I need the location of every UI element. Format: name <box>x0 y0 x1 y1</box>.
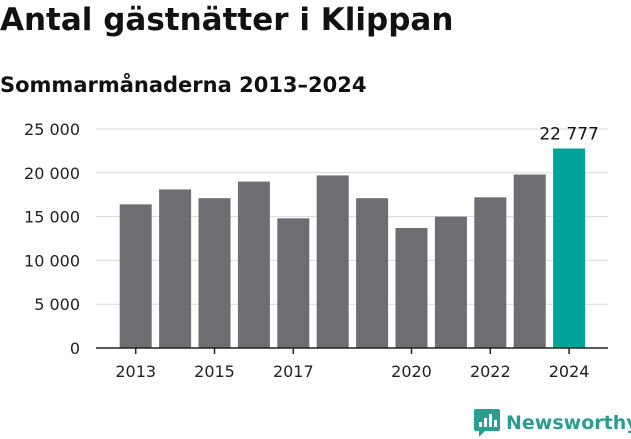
bar <box>277 218 310 348</box>
chart-title: Antal gästnätter i Klippan <box>0 2 454 38</box>
bar <box>237 181 270 348</box>
x-tick-label: 2015 <box>194 362 235 381</box>
x-tick-label: 2017 <box>273 362 314 381</box>
y-tick-label: 25 000 <box>24 120 80 139</box>
bar <box>474 197 507 348</box>
bar <box>159 189 192 348</box>
x-tick-label: 2013 <box>115 362 156 381</box>
data-label: 22 777 <box>539 124 598 144</box>
y-tick-label: 0 <box>70 339 80 358</box>
x-tick-label: 2024 <box>549 362 590 381</box>
brand-name: Newsworthy <box>506 412 631 434</box>
bar <box>316 175 349 348</box>
bar <box>513 174 546 348</box>
bar <box>395 227 428 348</box>
bar <box>356 198 389 348</box>
y-tick-label: 15 000 <box>24 208 80 227</box>
chart-subtitle: Sommarmånaderna 2013–2024 <box>0 73 367 97</box>
bar-highlight <box>553 148 586 348</box>
newsworthy-logo-icon <box>474 409 500 437</box>
newsworthy-brand: Newsworthy <box>474 407 631 439</box>
y-tick-label: 5 000 <box>34 295 80 314</box>
x-tick-label: 2022 <box>470 362 511 381</box>
y-tick-label: 20 000 <box>24 164 80 183</box>
x-tick-label: 2020 <box>391 362 432 381</box>
bar-chart: 0 5 000 10 000 15 000 20 000 25 000 22 777 2013… <box>24 120 608 381</box>
y-tick-label: 10 000 <box>24 251 80 270</box>
bar <box>119 204 152 348</box>
bar <box>434 216 467 348</box>
bar <box>198 198 231 348</box>
